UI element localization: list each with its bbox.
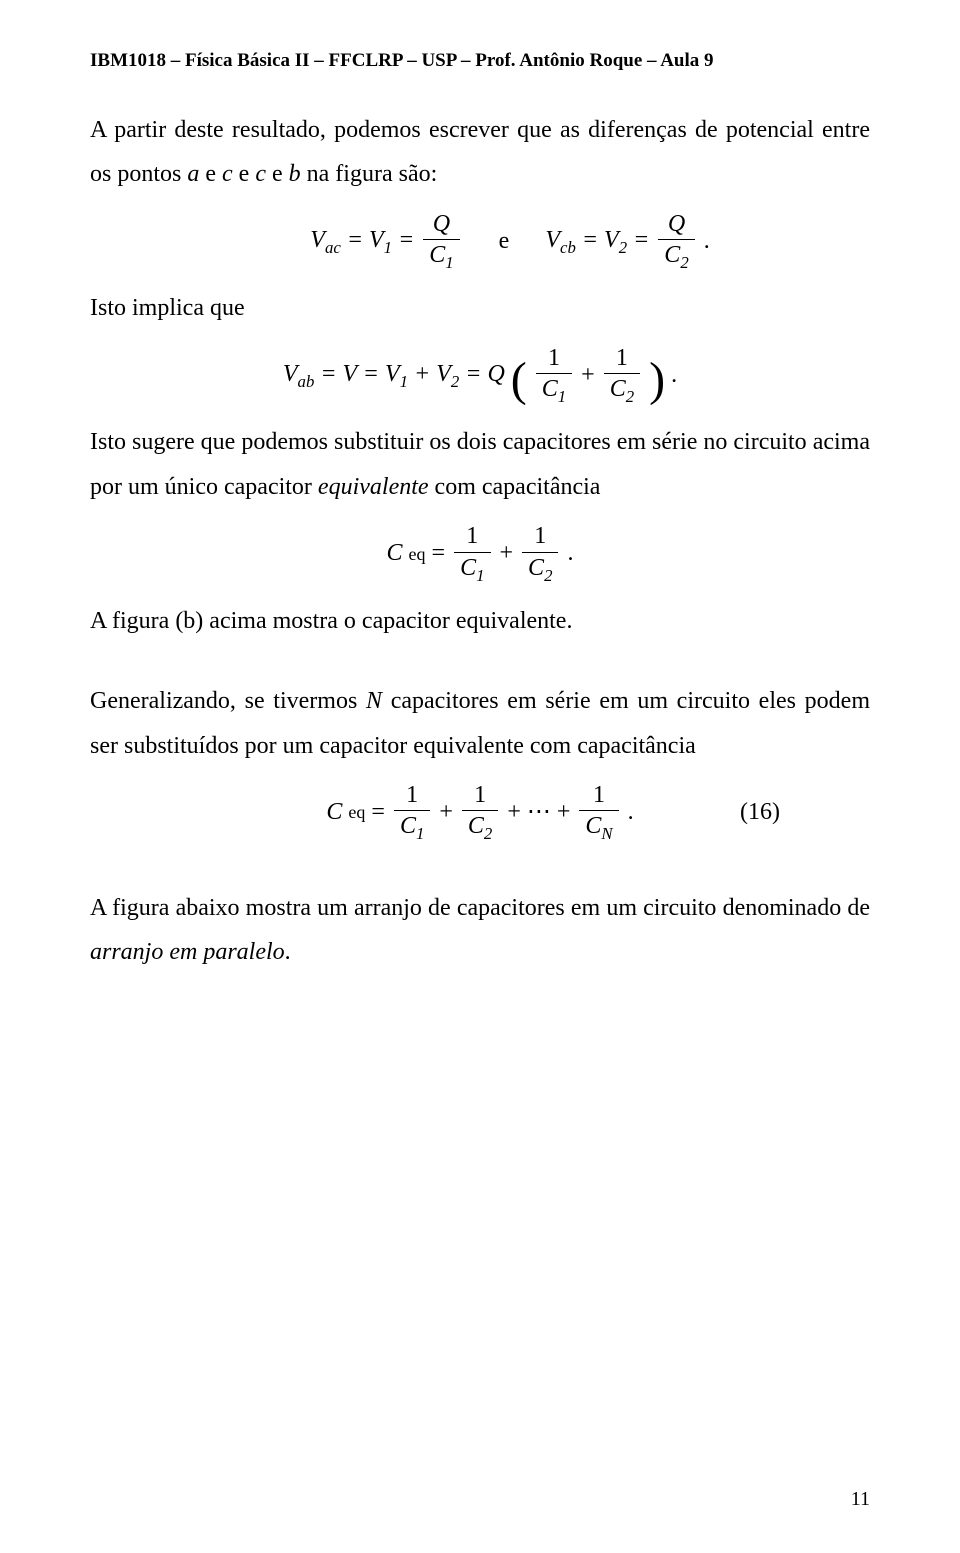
- subscript-eq: eq: [348, 800, 365, 825]
- fraction: 1 C2: [462, 782, 498, 844]
- paragraph-5: Generalizando, se tivermos N capacitores…: [90, 679, 870, 768]
- connector-e: e: [499, 225, 510, 259]
- denominator: C2: [522, 553, 558, 585]
- equation-3: Ceq = 1 C1 + 1 C2 .: [90, 523, 870, 585]
- numerator: 1: [579, 782, 618, 811]
- numerator: 1: [394, 782, 430, 811]
- numerator: Q: [658, 211, 694, 240]
- text: e: [266, 161, 289, 187]
- emph-paralelo: arranjo em paralelo: [90, 939, 285, 965]
- fraction: 1 C1: [394, 782, 430, 844]
- fraction: 1 C2: [604, 345, 640, 407]
- numerator: 1: [536, 345, 572, 374]
- numerator: 1: [522, 523, 558, 552]
- denominator: C1: [394, 811, 430, 843]
- paragraph-2: Isto implica que: [90, 286, 870, 330]
- text: na figura são:: [301, 161, 438, 187]
- eq-text: Vcb = V2 =: [545, 224, 649, 259]
- paragraph-4: A figura (b) acima mostra o capacitor eq…: [90, 599, 870, 643]
- period: .: [628, 796, 634, 830]
- fraction: Q C2: [658, 211, 694, 273]
- plus: +: [500, 537, 514, 571]
- numerator: 1: [604, 345, 640, 374]
- denominator: C1: [454, 553, 490, 585]
- numerator: 1: [454, 523, 490, 552]
- subscript-eq: eq: [409, 542, 426, 567]
- denominator: C2: [658, 240, 694, 272]
- eq-text: Vab = V = V1 + V2 = Q: [283, 358, 505, 393]
- page-header: IBM1018 – Física Básica II – FFCLRP – US…: [90, 50, 870, 72]
- equation-4: Ceq = 1 C1 + 1 C2 + ⋯ + 1 CN . (16): [90, 782, 870, 844]
- fraction: 1 C1: [454, 523, 490, 585]
- paragraph-3: Isto sugere que podemos substituir os do…: [90, 420, 870, 509]
- eq-text: Vac = V1 =: [310, 224, 414, 259]
- var-c: c: [222, 161, 233, 187]
- fraction: Q C1: [423, 211, 459, 273]
- equals: =: [371, 796, 385, 830]
- numerator: 1: [462, 782, 498, 811]
- text: A figura abaixo mostra um arranjo de cap…: [90, 895, 870, 921]
- equation-2: Vab = V = V1 + V2 = Q ( 1 C1 + 1 C2 ) .: [90, 345, 870, 407]
- equation-1: Vac = V1 = Q C1 e Vcb = V2 = Q C2 .: [90, 211, 870, 273]
- eq-text: C: [387, 537, 403, 571]
- fraction: 1 C2: [522, 523, 558, 585]
- eq-text: C: [326, 796, 342, 830]
- numerator: Q: [423, 211, 459, 240]
- var-b: b: [289, 161, 301, 187]
- denominator: C1: [423, 240, 459, 272]
- fraction: 1 CN: [579, 782, 618, 844]
- denominator: C1: [536, 374, 572, 406]
- text: e: [199, 161, 222, 187]
- denominator: C2: [462, 811, 498, 843]
- plus: +: [439, 796, 453, 830]
- denominator: C2: [604, 374, 640, 406]
- emph-equivalente: equivalente: [318, 474, 429, 500]
- period: .: [704, 225, 710, 259]
- var-c2: c: [255, 161, 266, 187]
- page-number: 11: [851, 1488, 870, 1511]
- paragraph-1: A partir deste resultado, podemos escrev…: [90, 108, 870, 197]
- text: .: [285, 939, 291, 965]
- text: com capacitância: [429, 474, 601, 500]
- equals: =: [432, 537, 446, 571]
- var-a: a: [187, 161, 199, 187]
- equation-number: (16): [740, 796, 780, 830]
- fraction: 1 C1: [536, 345, 572, 407]
- plus: +: [581, 359, 595, 393]
- var-N: N: [366, 688, 382, 714]
- denominator: CN: [579, 811, 618, 843]
- paragraph-6: A figura abaixo mostra um arranjo de cap…: [90, 886, 870, 975]
- period: .: [671, 359, 677, 393]
- dots: + ⋯ +: [507, 796, 570, 830]
- period: .: [567, 537, 573, 571]
- text: e: [233, 161, 256, 187]
- text: Generalizando, se tivermos: [90, 688, 366, 714]
